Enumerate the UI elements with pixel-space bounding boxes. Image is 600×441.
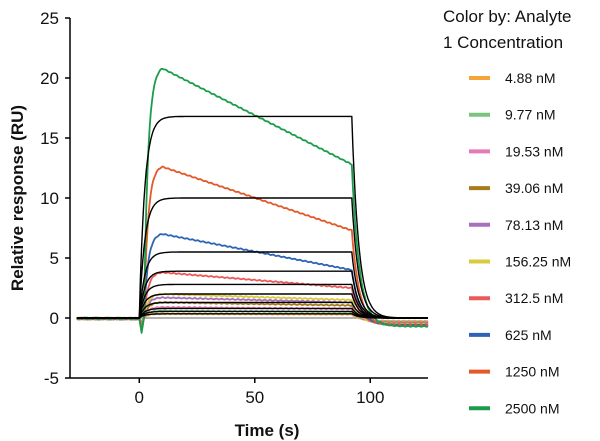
x-axis-title: Time (s) xyxy=(235,421,300,440)
legend-label: 78.13 nM xyxy=(505,217,563,233)
legend-label: 625 nM xyxy=(505,327,552,343)
legend-label: 4.88 nM xyxy=(505,70,556,86)
x-tick-label: 50 xyxy=(245,388,264,407)
y-tick-label: 10 xyxy=(40,189,59,208)
legend-label: 19.53 nM xyxy=(505,143,563,159)
axes: -5 0 5 10 15 20 25 0 50 100 xyxy=(40,9,428,407)
y-tick-label: 0 xyxy=(50,309,59,328)
series-line xyxy=(76,165,429,332)
y-ticks: -5 0 5 10 15 20 25 xyxy=(40,9,70,388)
legend-label: 2500 nM xyxy=(505,400,559,416)
legend-label: 1250 nM xyxy=(505,364,559,380)
fit-curves xyxy=(76,115,428,319)
legend-title-line-2: 1 Concentration xyxy=(443,33,563,52)
series-curves xyxy=(76,67,429,334)
legend-label: 39.06 nM xyxy=(505,180,563,196)
y-tick-label: 20 xyxy=(40,69,59,88)
legend-label: 9.77 nM xyxy=(505,107,556,123)
x-tick-label: 0 xyxy=(135,388,144,407)
legend-label: 156.25 nM xyxy=(505,254,571,270)
x-ticks: 0 50 100 xyxy=(135,378,384,407)
legend-title-line-1: Color by: Analyte xyxy=(443,7,572,26)
fit-line xyxy=(76,283,428,319)
series-line xyxy=(76,67,429,334)
legend: Color by: Analyte 1 Concentration 4.88 n… xyxy=(443,7,572,416)
fit-line xyxy=(76,115,428,319)
x-tick-label: 100 xyxy=(356,388,384,407)
y-tick-label: 25 xyxy=(40,9,59,28)
y-tick-label: -5 xyxy=(44,369,59,388)
y-axis-title: Relative response (RU) xyxy=(8,105,27,291)
y-tick-label: 5 xyxy=(50,249,59,268)
y-tick-label: 15 xyxy=(40,129,59,148)
legend-items: 4.88 nM 9.77 nM 19.53 nM 39.06 nM 78.13 nM 15… xyxy=(469,70,571,416)
legend-label: 312.5 nM xyxy=(505,290,563,306)
